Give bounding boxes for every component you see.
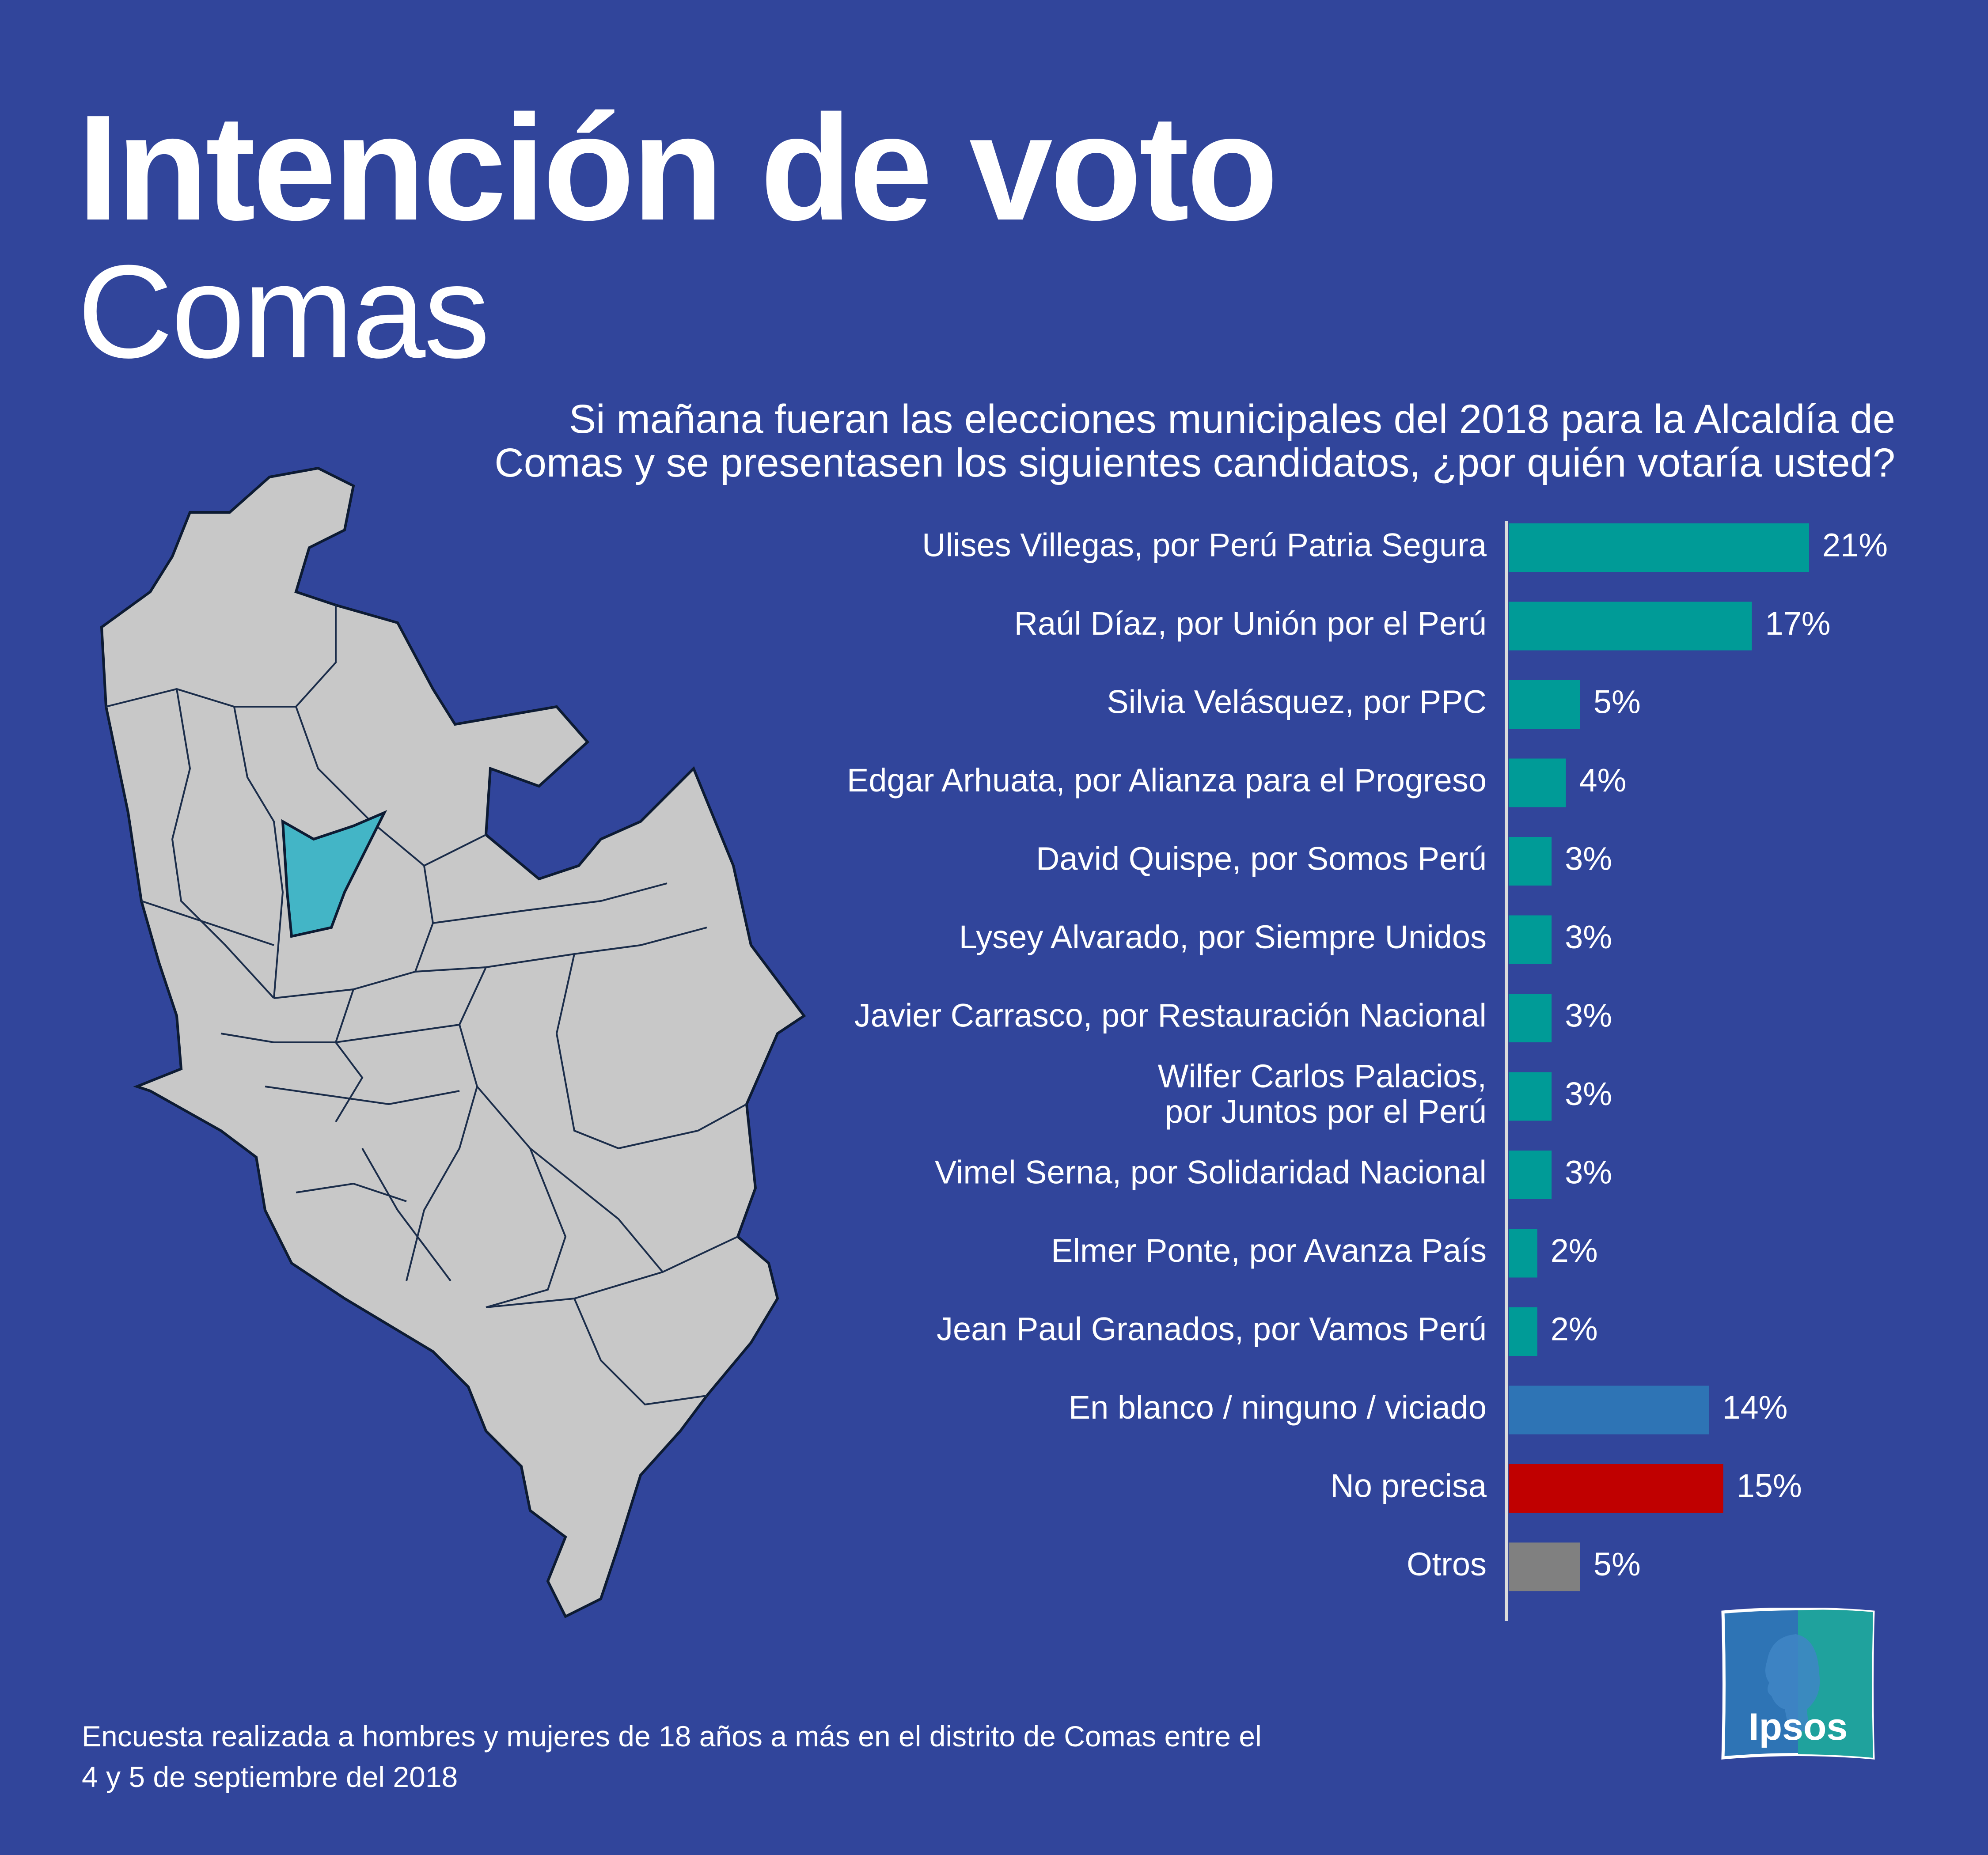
category-label-7-line-0: Wilfer Carlos Palacios, — [1158, 1058, 1487, 1094]
category-label-4: David Quispe, por Somos Perú — [1036, 840, 1487, 877]
value-label-8: 3% — [1565, 1154, 1612, 1191]
category-label-8: Vimel Serna, por Solidaridad Nacional — [935, 1154, 1487, 1191]
category-label-13: Otros — [1407, 1546, 1487, 1582]
category-label-0: Ulises Villegas, por Perú Patria Segura — [922, 527, 1487, 564]
bar-0 — [1509, 523, 1809, 572]
category-label-5: Lysey Alvarado, por Siempre Unidos — [959, 919, 1487, 955]
value-label-5: 3% — [1565, 919, 1612, 955]
value-label-13: 5% — [1593, 1546, 1641, 1582]
bar-7 — [1509, 1072, 1552, 1121]
chart-value-labels: 21% 17% 5% 4% 3% 3% 3% 3% 3% 2% 2% 14% 15% 5% — [1551, 527, 1888, 1583]
comas-district-highlight — [281, 810, 387, 938]
chart-category-labels: Ulises Villegas, por Perú Patria Segura R… — [847, 527, 1487, 1583]
category-label-12: No precisa — [1330, 1468, 1487, 1504]
value-label-1: 17% — [1765, 605, 1830, 642]
bar-5 — [1509, 915, 1552, 964]
value-label-6: 3% — [1565, 997, 1612, 1034]
bar-10 — [1509, 1307, 1537, 1356]
bar-2 — [1509, 680, 1580, 729]
category-label-2: Silvia Velásquez, por PPC — [1107, 684, 1487, 720]
survey-question: Si mañana fueran las elecciones municipa… — [494, 397, 1895, 486]
ipsos-logo-text: Ipsos — [1748, 1706, 1848, 1748]
value-label-10: 2% — [1551, 1311, 1598, 1348]
value-label-9: 2% — [1551, 1232, 1598, 1269]
bar-4 — [1509, 837, 1552, 886]
category-label-10: Jean Paul Granados, por Vamos Perú — [937, 1311, 1487, 1348]
bar-3 — [1509, 758, 1566, 807]
bar-13 — [1509, 1542, 1580, 1591]
page-title: Intención de voto — [77, 84, 1278, 252]
category-label-6: Javier Carrasco, por Restauración Nacion… — [854, 997, 1487, 1034]
value-label-2: 5% — [1593, 684, 1641, 720]
lima-map-outline — [100, 466, 806, 1619]
category-label-9: Elmer Ponte, por Avanza País — [1051, 1232, 1487, 1269]
bar-11 — [1509, 1386, 1709, 1435]
bar-1 — [1509, 602, 1752, 651]
lima-district-map — [100, 466, 806, 1619]
value-label-12: 15% — [1737, 1468, 1802, 1504]
category-label-7-line-1: por Juntos por el Perú — [1165, 1093, 1487, 1130]
bar-9 — [1509, 1229, 1537, 1278]
bar-6 — [1509, 994, 1552, 1042]
category-label-11: En blanco / ninguno / viciado — [1069, 1389, 1487, 1426]
value-label-0: 21% — [1822, 527, 1888, 564]
ipsos-logo-icon — [1721, 1607, 1875, 1760]
category-label-1: Raúl Díaz, por Unión por el Perú — [1014, 605, 1487, 642]
bar-12 — [1509, 1464, 1723, 1513]
ipsos-logo: Ipsos — [1719, 1607, 1878, 1762]
category-label-3: Edgar Arhuata, por Alianza para el Progr… — [847, 762, 1487, 799]
value-label-11: 14% — [1722, 1389, 1787, 1426]
value-label-4: 3% — [1565, 840, 1612, 877]
page-subtitle: Comas — [77, 237, 490, 386]
value-label-7: 3% — [1565, 1075, 1612, 1112]
survey-footnote: Encuesta realizada a hombres y mujeres d… — [82, 1720, 1262, 1794]
bar-8 — [1509, 1151, 1552, 1199]
vote-intention-bar-chart: Ulises Villegas, por Perú Patria Segura R… — [847, 521, 1888, 1621]
value-label-3: 4% — [1579, 762, 1627, 799]
chart-bars — [1509, 523, 1809, 1591]
